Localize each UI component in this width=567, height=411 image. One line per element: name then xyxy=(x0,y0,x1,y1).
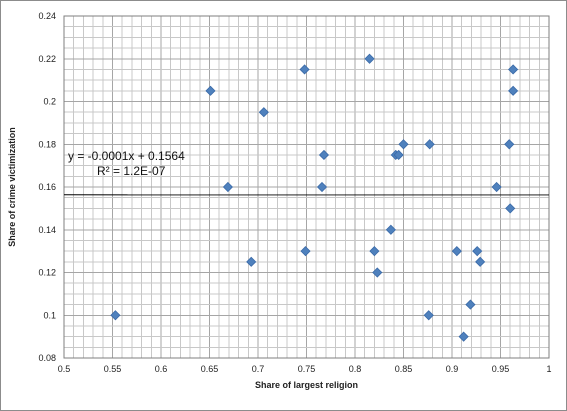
x-tick-label: 0.75 xyxy=(298,364,316,374)
chart-gridlines xyxy=(63,15,550,359)
x-tick-label: 0.65 xyxy=(201,364,219,374)
data-point xyxy=(318,149,330,161)
data-point xyxy=(491,181,502,193)
data-point xyxy=(369,246,380,257)
x-tick-label: 0.8 xyxy=(349,364,362,374)
y-tick-label: 0.18 xyxy=(38,139,56,149)
data-point xyxy=(300,246,311,257)
data-point xyxy=(110,310,121,321)
y-tick-label: 0.16 xyxy=(38,182,56,192)
y-axis-title: Share of crime victimization xyxy=(7,127,17,247)
data-point xyxy=(364,53,375,64)
data-point xyxy=(258,107,269,118)
x-tick-label: 1 xyxy=(546,364,551,374)
data-point xyxy=(372,267,383,278)
data-point xyxy=(246,256,257,267)
x-tick-label: 0.95 xyxy=(492,364,510,374)
data-point xyxy=(508,85,519,96)
trendline-equation-label: y = -0.0001x + 0.1564 xyxy=(68,149,185,163)
y-tick-label: 0.1 xyxy=(43,310,56,320)
x-tick-label: 0.85 xyxy=(395,364,413,374)
data-point xyxy=(451,246,462,257)
y-tick-label: 0.22 xyxy=(38,54,56,64)
data-point xyxy=(508,64,519,75)
data-point xyxy=(398,139,409,150)
y-tick-label: 0.12 xyxy=(38,268,56,278)
data-point xyxy=(385,224,396,235)
y-axis-tick-labels: 0.08 0.1 0.12 0.14 0.16 0.18 0.2 0.22 0.24 xyxy=(38,11,56,363)
plot-area-border xyxy=(63,15,550,359)
data-point xyxy=(423,310,434,321)
x-tick-label: 0.55 xyxy=(104,364,122,374)
data-point xyxy=(222,181,233,193)
x-tick-label: 0.6 xyxy=(155,364,168,374)
trendline-r-squared-label: R² = 1.2E-07 xyxy=(97,164,166,178)
data-point xyxy=(475,256,486,267)
y-tick-label: 0.08 xyxy=(38,353,56,363)
y-tick-label: 0.2 xyxy=(43,97,56,107)
y-tick-label: 0.14 xyxy=(38,225,56,235)
x-tick-label: 0.7 xyxy=(252,364,265,374)
data-point xyxy=(465,299,476,310)
x-tick-label: 0.5 xyxy=(58,364,71,374)
y-tick-label: 0.24 xyxy=(38,11,56,21)
data-point xyxy=(505,203,516,214)
x-axis-title: Share of largest religion xyxy=(255,380,358,390)
x-axis-tick-labels: 0.5 0.55 0.6 0.65 0.7 0.75 0.8 0.85 0.9 0.95 1 xyxy=(58,364,552,374)
x-tick-label: 0.9 xyxy=(446,364,459,374)
data-points xyxy=(110,53,519,342)
data-point xyxy=(504,139,515,150)
data-point xyxy=(393,149,404,161)
data-point xyxy=(205,85,216,96)
data-point xyxy=(299,64,310,75)
data-point xyxy=(458,331,469,342)
data-point xyxy=(424,139,435,150)
data-point xyxy=(472,246,483,257)
data-point xyxy=(316,181,328,193)
